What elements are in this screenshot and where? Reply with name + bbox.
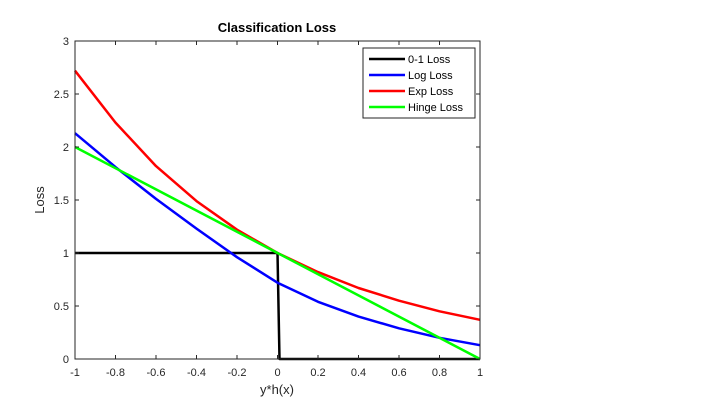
x-axis-label: y*h(x) bbox=[260, 382, 294, 397]
legend-label-hinge-loss: Hinge Loss bbox=[408, 102, 464, 114]
x-tick-label: -0.6 bbox=[147, 367, 166, 379]
y-tick-label: 1.5 bbox=[54, 195, 69, 207]
legend-label-0-1-loss: 0-1 Loss bbox=[408, 54, 451, 66]
legend-label-exp-loss: Exp Loss bbox=[408, 86, 454, 98]
y-tick-label: 2 bbox=[63, 142, 69, 154]
y-tick-label: 3 bbox=[63, 36, 69, 48]
x-tick-label: -0.8 bbox=[106, 367, 125, 379]
y-axis-label: Loss bbox=[32, 186, 47, 214]
x-tick-label: -1 bbox=[70, 367, 80, 379]
series-line-hinge-loss bbox=[74, 145, 481, 361]
legend-label-log-loss: Log Loss bbox=[408, 70, 453, 82]
ticks-layer: -1 -0.8 -0.6 -0.4 -0.2 0 0.2 0.4 0.6 0.8 1 0 0.5 1 1.5… bbox=[54, 36, 483, 379]
y-tick-label: 1 bbox=[63, 248, 69, 260]
x-tick-label: 0.2 bbox=[310, 367, 325, 379]
x-tick-label: 1 bbox=[477, 367, 483, 379]
chart-title: Classification Loss bbox=[218, 20, 336, 35]
x-tick-label: 0 bbox=[274, 367, 280, 379]
x-tick-label: 0.4 bbox=[351, 367, 366, 379]
x-tick-label: -0.4 bbox=[187, 367, 206, 379]
x-tick-label: 0.8 bbox=[432, 367, 447, 379]
legend: 0-1 Loss Log Loss Exp Loss Hinge Loss bbox=[362, 47, 476, 119]
y-tick-label: 0.5 bbox=[54, 301, 69, 313]
y-tick-label: 2.5 bbox=[54, 89, 69, 101]
y-tick-label: 0 bbox=[63, 354, 69, 366]
x-tick-label: 0.6 bbox=[391, 367, 406, 379]
x-tick-label: -0.2 bbox=[228, 367, 247, 379]
series-line-log-loss bbox=[74, 132, 481, 347]
